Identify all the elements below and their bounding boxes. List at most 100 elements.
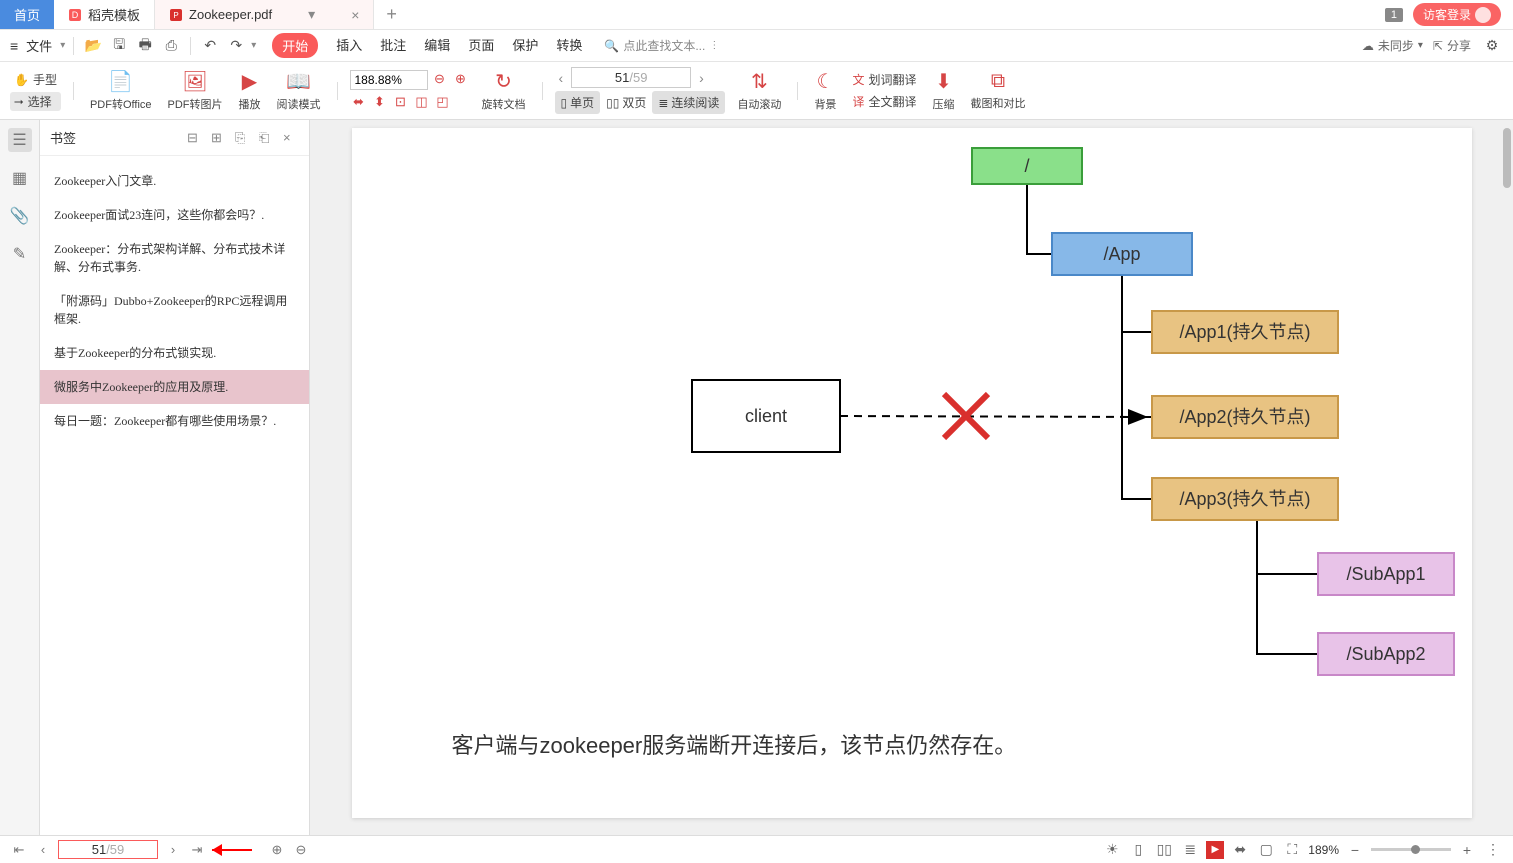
- compress-button[interactable]: ⬇ 压缩: [928, 69, 958, 112]
- word-translate-button[interactable]: 文划词翻译: [848, 70, 920, 89]
- chevron-down-icon[interactable]: ▾: [60, 40, 65, 51]
- chevron-down-icon[interactable]: ▾: [251, 40, 256, 51]
- bookmark-item[interactable]: 「附源码」Dubbo+Zookeeper的RPC远程调用框架.: [40, 284, 309, 336]
- tab-menu-icon[interactable]: ▾: [308, 6, 315, 23]
- next-page-icon[interactable]: ›: [164, 841, 182, 859]
- search-box[interactable]: 🔍 点此查找文本... ⋮: [604, 37, 719, 54]
- tab-close-icon[interactable]: ×: [351, 7, 359, 23]
- fullscreen-icon[interactable]: ⛶: [1282, 840, 1302, 860]
- prev-page-icon[interactable]: ‹: [34, 841, 52, 859]
- remove-page-icon[interactable]: ⊖: [292, 841, 310, 859]
- bookmark-item[interactable]: 基于Zookeeper的分布式锁实现.: [40, 336, 309, 370]
- bookmark-item[interactable]: Zookeeper入门文章.: [40, 164, 309, 198]
- zoom-out-icon[interactable]: ⊖: [431, 70, 449, 88]
- bookmark-item[interactable]: Zookeeper面试23连问，这些你都会吗？.: [40, 198, 309, 232]
- tab-home[interactable]: 首页: [0, 0, 54, 29]
- status-page-input[interactable]: 51/59: [58, 840, 158, 859]
- attachments-strip-icon[interactable]: 📎: [8, 204, 32, 228]
- hamburger-icon[interactable]: ≡: [10, 38, 18, 54]
- read-mode-button[interactable]: 📖 阅读模式: [273, 69, 325, 112]
- add-page-icon[interactable]: ⊕: [268, 841, 286, 859]
- bookmark-item[interactable]: 微服务中Zookeeper的应用及原理.: [40, 370, 309, 404]
- prev-page-button[interactable]: ‹: [555, 70, 568, 86]
- actual-size-icon[interactable]: ⊡: [392, 93, 410, 111]
- pdf-to-image-button[interactable]: 🖼 PDF转图片: [164, 69, 227, 112]
- hand-icon: ✋: [14, 73, 29, 87]
- zoom-slider[interactable]: [1371, 848, 1451, 851]
- bookmark-item[interactable]: Zookeeper：分布式架构详解、分布式技术详解、分布式事务.: [40, 232, 309, 284]
- scrollbar-thumb[interactable]: [1503, 128, 1511, 188]
- menu-tab-annotate[interactable]: 批注: [380, 33, 406, 58]
- close-panel-icon[interactable]: ×: [283, 130, 299, 146]
- view-single-icon[interactable]: ▯: [1128, 840, 1148, 860]
- document-view[interactable]: //Appclient/App1(持久节点)/App2(持久节点)/App3(持…: [310, 120, 1513, 835]
- fit-visible-icon[interactable]: ◫: [413, 93, 431, 111]
- marquee-zoom-icon[interactable]: ◰: [434, 93, 452, 111]
- tab-add-button[interactable]: +: [374, 0, 409, 29]
- login-button[interactable]: 访客登录: [1413, 3, 1501, 26]
- delete-bookmark-icon[interactable]: ⎗: [259, 130, 275, 146]
- zoom-input[interactable]: [350, 70, 428, 90]
- tab-bar: 首页 D 稻壳模板 P Zookeeper.pdf ▾ × + 1 访客登录: [0, 0, 1513, 30]
- more-status-icon[interactable]: ⋮: [1483, 840, 1503, 860]
- search-placeholder: 点此查找文本...: [623, 37, 705, 54]
- thumbnails-strip-icon[interactable]: ▦: [8, 166, 32, 190]
- signatures-strip-icon[interactable]: ✎: [8, 242, 32, 266]
- view-double-icon[interactable]: ▯▯: [1154, 840, 1174, 860]
- eye-care-icon[interactable]: ☀: [1102, 840, 1122, 860]
- tab-right-group: 1 访客登录: [1385, 0, 1513, 29]
- fit-page-status-icon[interactable]: ▢: [1256, 840, 1276, 860]
- auto-scroll-button[interactable]: ⇅ 自动滚动: [733, 69, 785, 112]
- compress-icon: ⬇: [935, 69, 952, 94]
- menu-tab-protect[interactable]: 保护: [512, 33, 538, 58]
- cursor-icon: ⭢: [14, 94, 24, 109]
- fit-width-status-icon[interactable]: ⬌: [1230, 840, 1250, 860]
- single-page-button[interactable]: ▯单页: [555, 91, 601, 114]
- sync-status[interactable]: ☁ 未同步 ▾: [1362, 37, 1423, 54]
- bookmarks-strip-icon[interactable]: ☰: [8, 128, 32, 152]
- expand-icon[interactable]: ⊞: [211, 130, 227, 146]
- tab-template[interactable]: D 稻壳模板: [54, 0, 155, 29]
- translate-group: 文划词翻译 译全文翻译: [848, 70, 920, 111]
- view-continuous-icon[interactable]: ≣: [1180, 840, 1200, 860]
- notification-badge[interactable]: 1: [1385, 8, 1403, 22]
- print-preview-icon[interactable]: ⎙: [160, 35, 182, 57]
- full-translate-button[interactable]: 译全文翻译: [848, 92, 920, 111]
- screenshot-compare-button[interactable]: ⧉ 截图和对比: [966, 70, 1029, 111]
- settings-icon[interactable]: ⚙: [1481, 35, 1503, 57]
- bookmark-item[interactable]: 每日一题：Zookeeper都有哪些使用场景？.: [40, 404, 309, 438]
- share-button[interactable]: ⇱ 分享: [1433, 37, 1471, 54]
- menu-tab-start[interactable]: 开始: [272, 33, 318, 58]
- play-button[interactable]: ▶ 播放: [235, 69, 265, 112]
- save-icon[interactable]: 🖫: [108, 35, 130, 57]
- undo-icon[interactable]: ↶: [199, 35, 221, 57]
- fit-width-icon[interactable]: ⬌: [350, 93, 368, 111]
- last-page-icon[interactable]: ⇥: [188, 841, 206, 859]
- zoom-in-status-icon[interactable]: +: [1457, 840, 1477, 860]
- collapse-icon[interactable]: ⊟: [187, 130, 203, 146]
- first-page-icon[interactable]: ⇤: [10, 841, 28, 859]
- file-menu[interactable]: 文件: [26, 36, 52, 55]
- menu-tab-insert[interactable]: 插入: [336, 33, 362, 58]
- pdf-to-office-button[interactable]: 📄 PDF转Office: [86, 69, 156, 112]
- hand-tool-button[interactable]: ✋手型: [10, 70, 61, 89]
- next-page-button[interactable]: ›: [695, 70, 708, 86]
- zoom-in-icon[interactable]: ⊕: [452, 70, 470, 88]
- select-tool-button[interactable]: ⭢选择: [10, 92, 61, 111]
- menu-tab-page[interactable]: 页面: [468, 33, 494, 58]
- double-page-button[interactable]: ▯▯双页: [600, 91, 652, 114]
- open-icon[interactable]: 📂: [82, 35, 104, 57]
- background-button[interactable]: ☾ 背景: [810, 69, 840, 112]
- play-mode-icon[interactable]: ▶: [1206, 841, 1224, 859]
- menu-tab-convert[interactable]: 转换: [556, 33, 582, 58]
- zoom-out-status-icon[interactable]: −: [1345, 840, 1365, 860]
- menu-tab-edit[interactable]: 编辑: [424, 33, 450, 58]
- rotate-button[interactable]: ↻ 旋转文档: [478, 69, 530, 112]
- redo-icon[interactable]: ↷: [225, 35, 247, 57]
- new-bookmark-icon[interactable]: ⎘: [235, 130, 251, 146]
- fit-page-icon[interactable]: ⬍: [371, 93, 389, 111]
- continuous-button[interactable]: ≣连续阅读: [652, 91, 725, 114]
- tab-active-doc[interactable]: P Zookeeper.pdf ▾ ×: [155, 0, 374, 29]
- page-input[interactable]: 51/59: [571, 67, 691, 88]
- print-icon[interactable]: 🖶: [134, 35, 156, 57]
